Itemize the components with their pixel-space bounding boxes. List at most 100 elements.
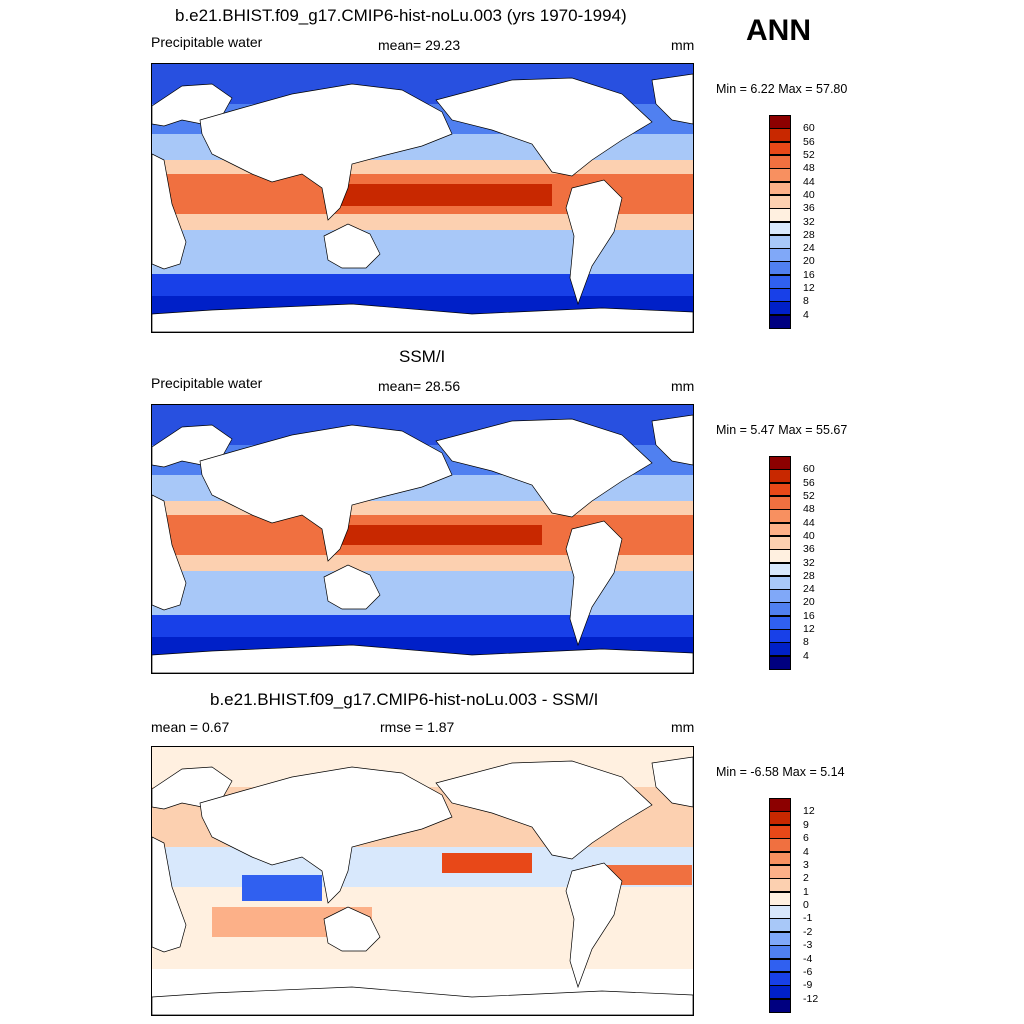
land-outline (651, 414, 693, 466)
colorbar-swatch (769, 905, 791, 919)
colorbar-tick-label: -1 (803, 912, 813, 925)
colorbar-tick-label: 16 (803, 609, 815, 622)
colorbar-obs (769, 456, 791, 670)
land-outline (152, 986, 693, 1015)
colorbar-tick-label: 20 (803, 596, 815, 609)
colorbar-swatch (769, 958, 791, 973)
colorbar-swatch (769, 615, 791, 630)
colorbar-tick-label: -4 (803, 952, 813, 965)
land-outline (565, 862, 623, 989)
colorbar-swatch (769, 931, 791, 946)
colorbar-swatch (769, 878, 791, 893)
land-outline (199, 424, 453, 562)
land-outline (323, 564, 381, 610)
continent-outlines (152, 73, 693, 332)
units-label: mm (671, 719, 695, 735)
panel-title: b.e21.BHIST.f09_g17.CMIP6-hist-noLu.003 … (210, 690, 599, 709)
colorbar-swatch (769, 261, 791, 276)
colorbar-tick-label: 52 (803, 489, 815, 502)
colorbar-swatch (769, 274, 791, 289)
colorbar-tick-label: 16 (803, 268, 815, 281)
shading-band (332, 184, 552, 206)
colorbar-swatch (769, 128, 791, 143)
colorbar-tick-label: -6 (803, 965, 813, 978)
colorbar-tick-label: 20 (803, 255, 815, 268)
colorbar-swatch (769, 141, 791, 156)
land-outline (651, 73, 693, 125)
land-outline (565, 179, 623, 306)
colorbar-tick-label: -3 (803, 939, 813, 952)
colorbar-tick-label: 32 (803, 556, 815, 569)
colorbar-swatch (769, 918, 791, 933)
colorbar-tick-label: 12 (803, 282, 815, 295)
colorbar-tick-label: 4 (803, 649, 809, 662)
colorbar-swatch (769, 168, 791, 183)
colorbar-tick-label: 48 (803, 162, 815, 175)
land-outline (199, 766, 453, 904)
colorbar-swatch (769, 838, 791, 852)
colorbar-swatch (769, 549, 791, 563)
colorbar-tick-label: -9 (803, 979, 813, 992)
land-outline (323, 223, 381, 269)
colorbar-tick-label: 44 (803, 516, 815, 529)
colorbar-tick-label: 36 (803, 202, 815, 215)
colorbar-tick-label: 32 (803, 215, 815, 228)
colorbar-tick-label: 1 (803, 885, 809, 898)
colorbar-swatch (769, 234, 791, 249)
shading-band (342, 525, 542, 545)
colorbar-swatch (769, 495, 791, 510)
land-outline (435, 760, 653, 860)
colorbar-swatch (769, 602, 791, 617)
colorbar-tick-label: 6 (803, 832, 809, 845)
units-label: mm (671, 378, 695, 394)
shading-band (442, 853, 532, 873)
colorbar-tick-label: -12 (803, 992, 819, 1005)
rmse-label: rmse = 1.87 (380, 719, 455, 735)
colorbar-swatch (769, 985, 791, 1000)
land-outline (651, 756, 693, 808)
minmax-label: Min = 5.47 Max = 55.67 (716, 423, 848, 437)
colorbar-tick-label: 8 (803, 636, 809, 649)
land-outline (565, 520, 623, 647)
continent-outlines (152, 414, 693, 673)
colorbar-swatch (769, 589, 791, 603)
colorbar-swatch (769, 301, 791, 316)
colorbar-tick-label: 24 (803, 583, 815, 596)
colorbar-swatch (769, 248, 791, 262)
colorbar-swatch (769, 655, 791, 670)
units-label: mm (671, 37, 695, 53)
mean-label: mean= 28.56 (378, 378, 461, 394)
colorbar-tick-label: 60 (803, 122, 815, 135)
colorbar-tick-label: 3 (803, 858, 809, 871)
land-outline (152, 494, 187, 611)
colorbar-tick-label: 44 (803, 175, 815, 188)
colorbar-tick-label: 9 (803, 818, 809, 831)
colorbar-tick-label: 4 (803, 845, 809, 858)
colorbar-swatch (769, 824, 791, 839)
panel-title: SSM/I (399, 347, 446, 366)
colorbar-tick-label: 24 (803, 242, 815, 255)
colorbar-swatch (769, 945, 791, 959)
colorbar-tick-label: 52 (803, 148, 815, 161)
colorbar-swatch (769, 851, 791, 866)
colorbar-diff (769, 798, 791, 1013)
colorbar-swatch (769, 115, 791, 129)
land-outline (152, 836, 187, 953)
colorbar-tick-label: 60 (803, 463, 815, 476)
colorbar-swatch (769, 798, 791, 812)
colorbar-swatch (769, 154, 791, 169)
colorbar-swatch (769, 522, 791, 537)
colorbar-swatch (769, 314, 791, 329)
land-outline (152, 644, 693, 673)
colorbar-swatch (769, 562, 791, 577)
minmax-label: Min = -6.58 Max = 5.14 (716, 765, 845, 779)
map-obs (151, 404, 694, 674)
colorbar-tick-label: 40 (803, 188, 815, 201)
land-outline (435, 418, 653, 518)
colorbar-swatch (769, 642, 791, 657)
colorbar-tick-label: 4 (803, 308, 809, 321)
colorbar-tick-label: 12 (803, 805, 815, 818)
colorbar-tick-label: 48 (803, 503, 815, 516)
colorbar-swatch (769, 469, 791, 484)
colorbar-model (769, 115, 791, 329)
